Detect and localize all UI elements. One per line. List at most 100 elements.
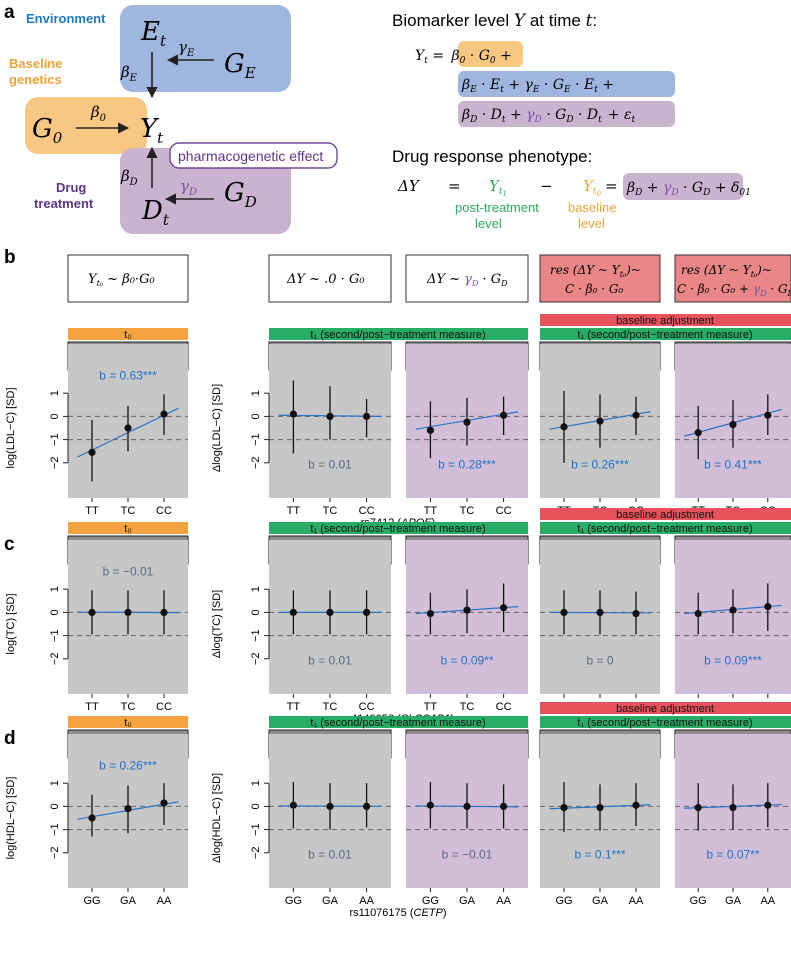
x-tick-label: AA [496,895,511,907]
biomarker-title: Biomarker level Y at time t: [392,11,597,31]
y-axis-label-delta: Δlog(LDL−C) [SD] [211,384,223,472]
t0-strip [68,328,188,340]
x-tick-label: TC [460,505,475,517]
t0-strip [68,716,188,728]
model-4-line-1: res (ΔY ~ Yt₀)~ [550,263,641,279]
y-tick-label: −1 [250,823,262,836]
post-treatment-label-1: post-treatment [455,200,539,215]
model-box-1 [67,254,189,303]
model-1: Yt₀ ~ β₀·G₀ [88,272,155,288]
effect-size-label: b = −0.01 [442,848,493,862]
data-point [363,802,371,811]
data-point [500,802,508,811]
x-tick-label: CC [156,701,172,713]
data-point [764,603,772,611]
post-treatment-label-2: level [475,216,502,231]
y-axis-label-t0: log(TC) [SD] [5,593,17,654]
eq-response: βD + γD · GD + δ01 [626,180,751,198]
x-tick-label: TC [121,701,136,713]
y-tick-label: 1 [250,780,262,786]
data-point [463,802,471,811]
effect-size-label: b = 0.01 [308,848,352,862]
model-5-line-2: C · β₀ · G₀ + γD · GD [677,282,791,298]
effect-size-label: b = 0.07** [706,848,759,862]
t1-strip-adjusted [540,522,791,534]
charts-container: baseline adjustment t₀ t₁ (second/post−tre… [5,314,791,919]
x-tick-label: TC [323,701,338,713]
y-tick-label: −1 [49,629,61,642]
y-tick-label: −2 [49,457,61,470]
y-tick-label: −1 [250,629,262,642]
baseline-adjustment-strip [540,702,791,714]
x-tick-label: TT [287,701,301,713]
y-tick-label: 0 [250,803,262,809]
effect-size-label: b = 0.1*** [574,848,625,862]
y-tick-label: −2 [250,847,262,860]
eq-term-drug [458,101,675,127]
model-box-3 [405,254,529,303]
x-tick-label: GG [285,895,302,907]
x-tick-label: TT [424,505,438,517]
baseline-level-label-1: baseline [568,200,616,215]
data-point [160,410,168,418]
data-point [160,799,168,807]
y-tick-label: 1 [250,586,262,592]
panel-letter-a: a [4,2,15,23]
x-tick-label: TT [424,701,438,713]
data-point [289,608,297,617]
data-point [764,801,772,809]
panel-letter-b: b [4,247,16,268]
t1-label: t₁ (second/post−treatment measure) [310,523,485,535]
eq-term-environment [458,71,675,97]
data-point [632,609,640,618]
chart-row-d: baseline adjustment t₀ t₁ (second/post−tre… [5,702,791,919]
x-tick-label: TC [460,701,475,713]
data-point [326,608,334,617]
data-point [596,608,604,617]
t1-label: t₁ (second/post−treatment measure) [310,717,485,729]
data-point [426,801,434,809]
data-point [500,604,508,612]
effect-size-label: b = 0.63*** [99,368,157,382]
data-point [326,412,334,420]
data-point [160,608,168,617]
data-point [363,412,371,420]
effect-size-label: b = 0.01 [308,458,352,472]
y-tick-label: −2 [49,847,61,860]
drug-response-title: Drug response phenotype: [392,147,592,166]
x-tick-label: GA [322,895,339,907]
data-point [124,424,132,432]
y-tick-label: −1 [49,433,61,446]
chart-row-c: baseline adjustment t₀ t₁ (second/post−tre… [5,508,791,725]
effect-size-label: b = 0.26*** [99,758,157,772]
model-box-4 [539,254,661,303]
x-tick-label: GA [120,895,137,907]
y-tick-label: 0 [49,609,61,615]
effect-size-label: b = 0.09** [440,654,493,668]
x-tick-label: GA [725,895,742,907]
t1-strip [269,522,528,534]
model-2: ΔY ~ .0 · G₀ [286,272,365,287]
eq-term-baseline [458,41,523,67]
x-tick-label: AA [359,895,374,907]
x-tick-label: GG [555,895,572,907]
x-tick-label: AA [157,895,172,907]
data-point [694,803,702,812]
data-point [596,417,604,425]
x-tick-label: CC [359,505,375,517]
chart-row-b: baseline adjustment t₀ t₁ (second/post−tre… [5,314,791,529]
data-point [560,608,568,617]
y-tick-label: −2 [250,457,262,470]
x-tick-label: GA [592,895,609,907]
y-axis-label-t0: log(LDL−C) [SD] [5,387,17,468]
t0-label: t₀ [124,329,132,341]
t1-strip [269,716,528,728]
data-point [632,411,640,419]
baseline-level-label-2: level [578,216,605,231]
data-point [326,802,334,811]
